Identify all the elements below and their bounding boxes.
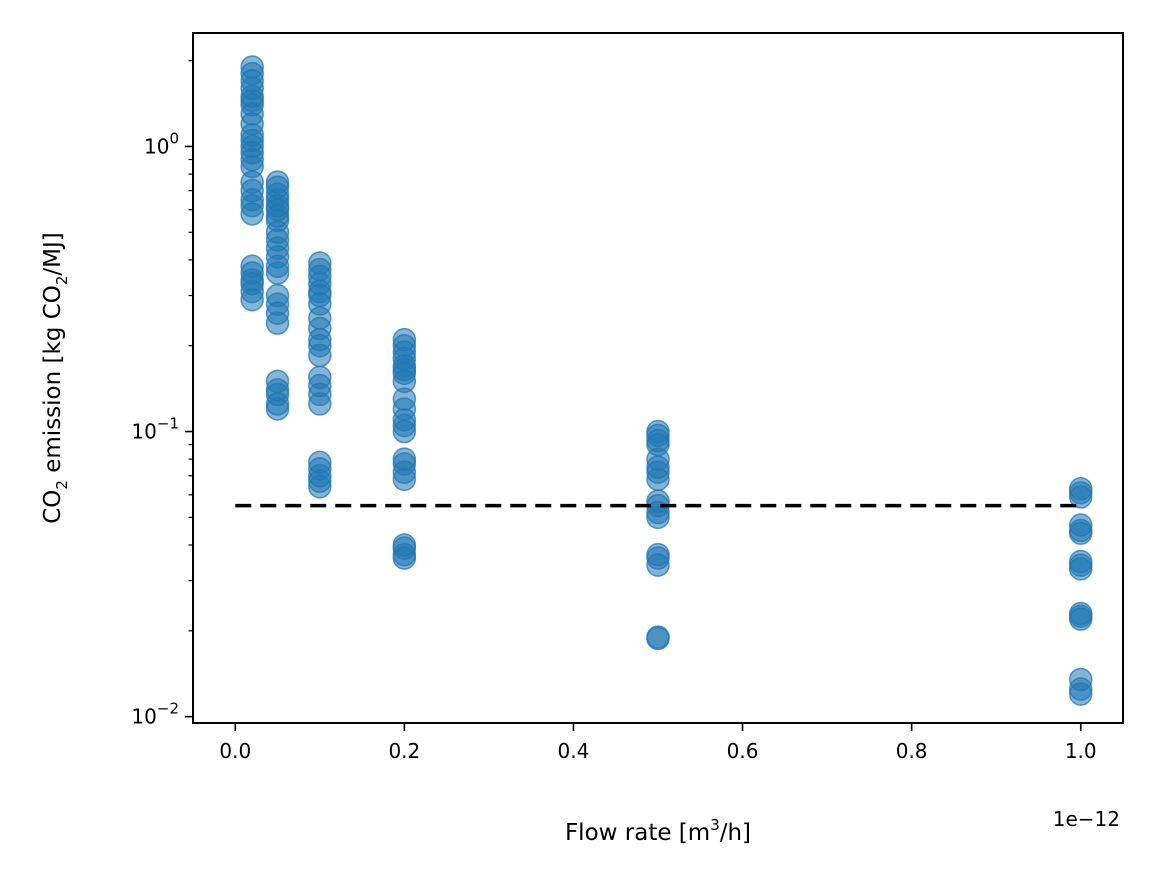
- data-point: [1068, 607, 1093, 631]
- data-point: [308, 392, 332, 416]
- data-point: [646, 626, 670, 651]
- data-point: [265, 261, 290, 285]
- data-point: [1068, 485, 1093, 509]
- y-tick-label: 100: [144, 129, 179, 158]
- x-offset-label: 1e−12: [1053, 807, 1120, 831]
- x-axis-label: Flow rate [m3/h]: [565, 816, 751, 846]
- data-point: [646, 505, 670, 530]
- x-tick-label: 0.6: [727, 739, 759, 763]
- data-point: [265, 311, 290, 335]
- data-point: [1068, 682, 1093, 706]
- x-tick-label: 1.0: [1065, 739, 1097, 763]
- data-point: [265, 397, 290, 421]
- data-point: [1068, 557, 1093, 581]
- data-point: [646, 553, 670, 577]
- data-point: [308, 343, 332, 368]
- y-axis-label: CO2 emission [kg CO2/MJ]: [40, 232, 71, 524]
- data-point: [1068, 521, 1093, 545]
- x-tick-label: 0.2: [388, 739, 420, 763]
- plot-frame: [192, 32, 1124, 724]
- x-tick-label: 0.0: [219, 739, 251, 763]
- data-point: [646, 467, 670, 492]
- data-point: [308, 475, 332, 499]
- data-point: [240, 287, 264, 312]
- data-point: [240, 202, 264, 226]
- y-tick-label: 10−1: [131, 415, 179, 444]
- plot-background: [193, 33, 1123, 723]
- x-axis: 0.0 0.2 0.4 0.6 0.8 1.0: [219, 723, 1097, 763]
- data-point: [392, 546, 417, 570]
- y-tick-label: 10−2: [131, 700, 179, 729]
- data-point: [392, 419, 417, 444]
- x-tick-label: 0.8: [896, 739, 928, 763]
- data-points: [240, 55, 1093, 706]
- data-point: [392, 467, 417, 492]
- y-axis: 10−2 10−1 100: [131, 60, 193, 729]
- x-tick-label: 0.4: [558, 739, 590, 763]
